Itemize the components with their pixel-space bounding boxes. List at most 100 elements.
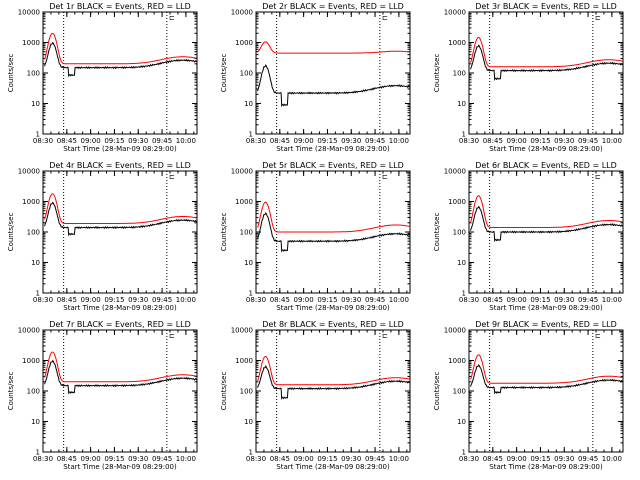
y-axis-label: Counts/sec (433, 372, 441, 411)
series-lld-line (44, 193, 197, 224)
y-tick-label: 10 (244, 418, 253, 426)
x-tick-label: 09:30 (128, 296, 148, 304)
x-tick-label: 09:30 (341, 137, 361, 145)
y-tick-label: 10 (244, 100, 253, 108)
x-tick-label: 09:45 (578, 137, 598, 145)
x-tick-label: 09:15 (104, 296, 124, 304)
y-tick-label: 10 (31, 259, 40, 267)
y-tick-label: 100 (27, 229, 40, 237)
y-tick-label: 1 (249, 131, 253, 139)
y-axis-label: Counts/sec (220, 54, 228, 93)
x-tick-label: 10:00 (176, 296, 196, 304)
series-events-line (44, 201, 197, 237)
y-tick-label: 100 (453, 388, 466, 396)
panel-det-2: Det 2r BLACK = Events, RED = LLD 1 10 100 10… (220, 2, 411, 153)
panel-det-6: Det 6r BLACK = Events, RED = LLD 1 10 100 10… (433, 161, 624, 312)
y-tick-label: 1 (462, 131, 466, 139)
x-tick-label: 09:30 (341, 455, 361, 463)
x-tick-label: 08:45 (270, 455, 290, 463)
series-events-line (44, 41, 197, 78)
y-tick-label: 10000 (231, 9, 253, 17)
panel-annotation: ⊏ (169, 173, 175, 181)
y-tick-label: 1000 (235, 39, 253, 47)
x-tick-label: 09:00 (81, 296, 101, 304)
y-axis-label: Counts/sec (433, 54, 441, 93)
x-tick-label: 10:00 (602, 296, 622, 304)
x-axis-label: Start Time (28-Mar-09 08:29:00) (276, 304, 390, 312)
y-tick-label: 10 (457, 100, 466, 108)
panel-annotation: ⊏ (595, 14, 601, 22)
y-tick-label: 10000 (444, 9, 466, 17)
x-tick-label: 09:00 (507, 455, 527, 463)
y-tick-label: 100 (240, 70, 253, 78)
y-tick-label: 1000 (235, 198, 253, 206)
y-tick-label: 100 (240, 388, 253, 396)
x-tick-label: 08:30 (459, 137, 479, 145)
x-tick-label: 09:00 (294, 455, 314, 463)
panel-title: Det 5r BLACK = Events, RED = LLD (262, 161, 404, 170)
y-tick-label: 1 (36, 449, 40, 457)
y-axis-label: Counts/sec (220, 372, 228, 411)
x-tick-label: 09:30 (554, 455, 574, 463)
x-tick-label: 09:30 (341, 296, 361, 304)
x-tick-label: 09:30 (554, 296, 574, 304)
series-events-line (470, 205, 623, 243)
y-tick-label: 10000 (18, 9, 40, 17)
panel-title: Det 9r BLACK = Events, RED = LLD (475, 320, 617, 329)
x-tick-label: 09:45 (152, 137, 172, 145)
y-tick-label: 10000 (18, 327, 40, 335)
x-tick-label: 09:00 (507, 137, 527, 145)
x-tick-label: 08:30 (246, 455, 266, 463)
x-axis-label: Start Time (28-Mar-09 08:29:00) (63, 463, 177, 471)
series-events-line (257, 365, 410, 400)
panel-det-5: Det 5r BLACK = Events, RED = LLD 1 10 100 10… (220, 161, 411, 312)
series-lld-line (257, 41, 410, 54)
panel-det-1: Det 1r BLACK = Events, RED = LLD 1 10 100 10… (7, 2, 198, 153)
x-tick-label: 08:45 (57, 137, 77, 145)
y-tick-label: 100 (27, 388, 40, 396)
x-tick-label: 08:30 (459, 455, 479, 463)
y-tick-label: 1 (36, 131, 40, 139)
y-tick-label: 1 (249, 449, 253, 457)
y-tick-label: 10000 (18, 168, 40, 176)
panel-title: Det 2r BLACK = Events, RED = LLD (262, 2, 404, 11)
panel-title: Det 7r BLACK = Events, RED = LLD (49, 320, 191, 329)
x-tick-label: 10:00 (176, 137, 196, 145)
x-tick-label: 09:45 (152, 296, 172, 304)
panel-det-3: Det 3r BLACK = Events, RED = LLD 1 10 100 10… (433, 2, 624, 153)
x-tick-label: 08:30 (33, 296, 53, 304)
y-tick-label: 10 (244, 259, 253, 267)
x-tick-label: 09:00 (294, 296, 314, 304)
x-tick-label: 08:45 (270, 296, 290, 304)
x-tick-label: 08:45 (270, 137, 290, 145)
x-axis-label: Start Time (28-Mar-09 08:29:00) (489, 304, 603, 312)
x-axis-label: Start Time (28-Mar-09 08:29:00) (63, 304, 177, 312)
x-tick-label: 10:00 (602, 137, 622, 145)
y-tick-label: 1000 (448, 198, 466, 206)
x-tick-label: 10:00 (602, 455, 622, 463)
x-tick-label: 08:45 (483, 455, 503, 463)
x-axis-label: Start Time (28-Mar-09 08:29:00) (489, 145, 603, 153)
x-tick-label: 10:00 (389, 137, 409, 145)
series-events-line (44, 359, 197, 395)
panel-title: Det 3r BLACK = Events, RED = LLD (475, 2, 617, 11)
x-tick-label: 09:00 (81, 455, 101, 463)
y-tick-label: 1000 (448, 39, 466, 47)
x-tick-label: 09:15 (104, 455, 124, 463)
y-tick-label: 1000 (22, 39, 40, 47)
plot-frame (468, 11, 624, 135)
y-tick-label: 10 (457, 259, 466, 267)
y-tick-label: 10000 (444, 327, 466, 335)
x-tick-label: 09:00 (81, 137, 101, 145)
x-tick-label: 09:15 (530, 296, 550, 304)
x-tick-label: 09:45 (365, 137, 385, 145)
x-tick-label: 08:45 (483, 137, 503, 145)
y-tick-label: 10 (31, 100, 40, 108)
y-tick-label: 1 (462, 449, 466, 457)
series-events-line (257, 211, 410, 253)
plot-frame (42, 11, 198, 135)
panel-title: Det 1r BLACK = Events, RED = LLD (49, 2, 191, 11)
y-tick-label: 10000 (444, 168, 466, 176)
x-tick-label: 08:45 (57, 296, 77, 304)
x-tick-label: 08:45 (57, 455, 77, 463)
